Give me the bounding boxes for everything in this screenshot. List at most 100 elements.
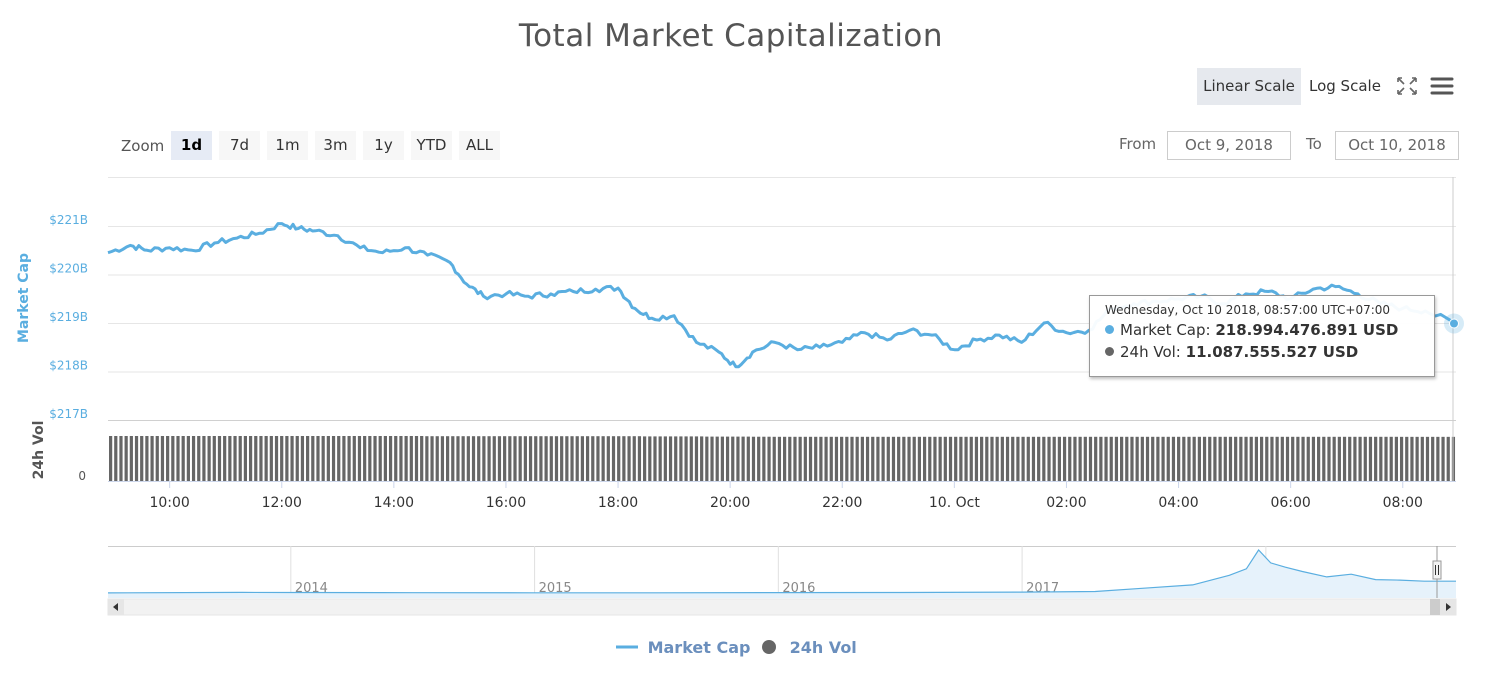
tooltip-vol-value: 11.087.555.527 USD — [1185, 343, 1359, 361]
vol-bar — [1275, 436, 1279, 481]
vol-bar — [746, 436, 750, 481]
vol-bar — [1182, 436, 1186, 481]
legend-circle-icon — [762, 640, 776, 654]
vol-bar — [632, 436, 636, 481]
vol-bar — [1379, 436, 1383, 481]
vol-bar — [124, 436, 128, 481]
vol-bar — [1353, 436, 1357, 481]
zoom-button-ytd[interactable]: YTD — [411, 131, 452, 160]
vol-bar — [518, 436, 522, 481]
vol-bar — [388, 436, 393, 481]
vol-bar — [497, 436, 502, 481]
vol-bar — [964, 436, 968, 481]
vol-bar — [601, 436, 605, 481]
vol-bar — [440, 436, 445, 481]
vol-bar — [1026, 436, 1030, 481]
zoom-button-1d[interactable]: 1d — [171, 131, 212, 160]
vol-bar — [134, 436, 139, 481]
from-date-input[interactable]: Oct 9, 2018 — [1167, 131, 1291, 160]
vol-bar — [881, 436, 885, 481]
vol-bar — [1151, 436, 1155, 481]
vol-bar — [1062, 436, 1067, 481]
vol-bar — [1368, 436, 1373, 481]
vol-bar — [1311, 436, 1316, 481]
scrollbar-thumb[interactable] — [1430, 599, 1442, 615]
vol-bar — [917, 436, 922, 481]
vol-bar — [1384, 436, 1388, 481]
vol-bar — [648, 436, 652, 481]
vol-bar — [995, 436, 999, 481]
vol-bar — [1415, 436, 1419, 481]
chart-tooltip: Wednesday, Oct 10 2018, 08:57:00 UTC+07:… — [1089, 295, 1435, 377]
vol-bar — [1083, 436, 1087, 481]
vol-bar — [653, 436, 657, 481]
scroll-right-button[interactable] — [1440, 599, 1456, 615]
vol-bar — [129, 436, 133, 481]
vol-bar — [757, 436, 761, 481]
vol-bar — [1285, 436, 1290, 481]
vol-bar — [570, 436, 574, 481]
to-date-input[interactable]: Oct 10, 2018 — [1335, 131, 1459, 160]
vol-bar — [1166, 436, 1170, 481]
scrollbar-track — [107, 598, 1457, 616]
vol-bar — [1405, 436, 1409, 481]
legend-24h-vol[interactable]: 24h Vol — [760, 636, 857, 658]
y-tick-label: $217B — [49, 407, 88, 421]
zoom-button-1y[interactable]: 1y — [363, 131, 404, 160]
vol-bar — [414, 436, 419, 481]
vol-bar — [456, 436, 460, 481]
vol-bar — [1342, 436, 1347, 481]
y-tick-label: $220B — [49, 262, 88, 276]
vol-bar — [1073, 436, 1077, 481]
zoom-button-7d[interactable]: 7d — [219, 131, 260, 160]
zoom-button-3m[interactable]: 3m — [315, 131, 356, 160]
vol-bar — [1104, 436, 1108, 481]
vol-bar — [720, 436, 724, 481]
vol-bar — [233, 436, 237, 481]
linear-scale-button[interactable]: Linear Scale — [1197, 68, 1301, 105]
vol-bar — [202, 436, 206, 481]
vol-bar — [446, 436, 450, 481]
log-scale-button[interactable]: Log Scale — [1309, 77, 1381, 95]
vol-bar — [378, 436, 382, 481]
scroll-left-button[interactable] — [108, 599, 124, 615]
vol-bar — [575, 436, 579, 481]
vol-bar — [855, 436, 859, 481]
vol-bar — [1327, 436, 1331, 481]
zoom-button-1m[interactable]: 1m — [267, 131, 308, 160]
vol-bar — [1244, 436, 1248, 481]
vol-bar — [155, 436, 159, 481]
vol-bar — [959, 436, 963, 481]
y-tick-label: $218B — [49, 359, 88, 373]
legend-market-cap[interactable]: Market Cap — [616, 636, 750, 658]
vol-bar — [1301, 436, 1305, 481]
y-axis-title: Market Cap — [16, 253, 32, 343]
fullscreen-icon[interactable] — [1396, 76, 1418, 96]
vol-bar — [751, 436, 756, 481]
vol-bar — [171, 436, 175, 481]
vol-bar — [477, 436, 481, 481]
vol-bar — [1249, 436, 1253, 481]
x-tick-label: 20:00 — [710, 495, 750, 511]
vol-bar — [1192, 436, 1196, 481]
navigator-handle[interactable] — [1432, 560, 1442, 580]
vol-tick-label: 0 — [78, 469, 86, 483]
hamburger-menu-icon[interactable] — [1430, 76, 1454, 96]
vol-bar — [435, 436, 439, 481]
vol-bar — [736, 436, 740, 481]
vol-bar — [503, 436, 507, 481]
vol-bar — [1135, 436, 1139, 481]
zoom-button-all[interactable]: ALL — [459, 131, 500, 160]
tooltip-mcap-row: Market Cap: 218.994.476.891 USD — [1105, 321, 1398, 339]
vol-bar — [1363, 436, 1367, 481]
vol-bar — [1374, 436, 1378, 481]
vol-bar — [560, 436, 564, 481]
vol-bar — [285, 436, 289, 481]
vol-bar — [1441, 436, 1445, 481]
vol-bar — [482, 436, 486, 481]
x-tick-label: 10. Oct — [929, 495, 980, 511]
vol-bar — [591, 436, 595, 481]
vol-bar — [840, 436, 844, 481]
vol-bar — [539, 436, 543, 481]
